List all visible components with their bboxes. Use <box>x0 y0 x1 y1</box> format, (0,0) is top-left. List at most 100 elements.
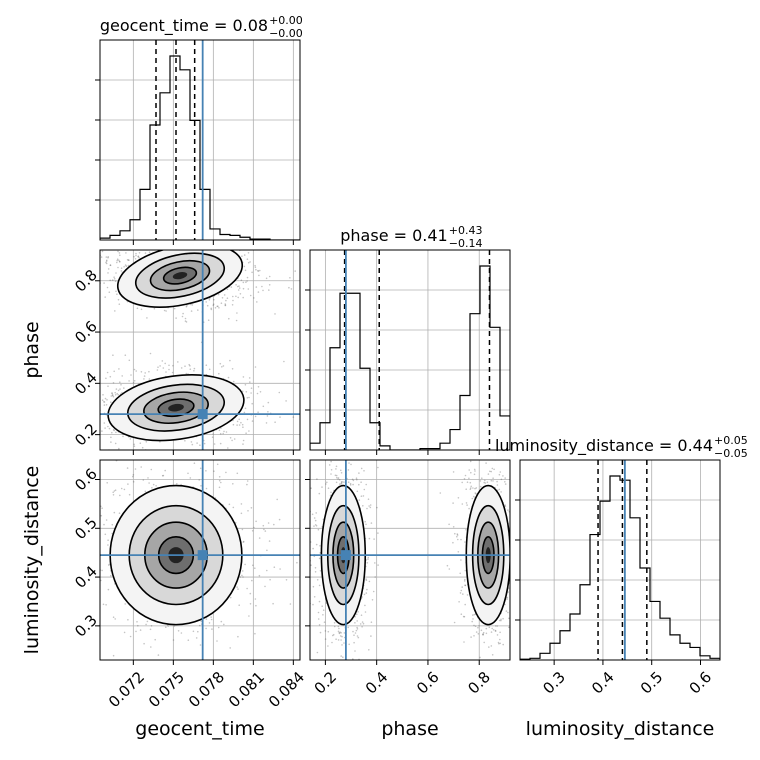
scatter-point <box>367 673 369 675</box>
scatter-point <box>273 523 275 526</box>
scatter-point <box>243 411 246 414</box>
hist-panel-luminosity_distance-plot-area <box>520 460 720 660</box>
scatter-point <box>365 483 367 486</box>
scatter-point <box>471 448 473 450</box>
scatter-point <box>359 623 362 625</box>
scatter-point <box>310 487 312 489</box>
scatter-point <box>205 364 208 366</box>
scatter-point <box>360 481 362 483</box>
scatter-point <box>273 566 276 568</box>
scatter-point <box>219 442 222 445</box>
scatter-point <box>372 590 375 593</box>
scatter-point <box>345 662 347 664</box>
scatter-point <box>356 626 358 629</box>
scatter-point <box>96 415 98 417</box>
scatter-point <box>218 307 220 309</box>
scatter-point <box>127 619 129 621</box>
scatter-point <box>365 592 368 594</box>
scatter-point <box>119 494 121 497</box>
scatter-point <box>155 485 157 487</box>
scatter-point <box>229 359 231 362</box>
scatter-point <box>499 638 501 641</box>
scatter-point <box>144 372 146 374</box>
scatter-point <box>475 487 478 489</box>
scatter-point <box>465 502 468 504</box>
scatter-point <box>104 427 106 429</box>
scatter-point <box>222 432 224 435</box>
scatter-point <box>226 297 229 299</box>
scatter-point <box>122 435 124 438</box>
scatter-point <box>105 404 108 406</box>
scatter-point <box>98 427 100 429</box>
scatter-point <box>98 396 100 398</box>
scatter-point <box>511 467 513 469</box>
scatter-point <box>192 630 195 633</box>
scatter-point <box>118 447 120 450</box>
scatter-point <box>126 259 129 261</box>
x-tick-label: 0.8 <box>464 668 494 698</box>
scatter-point <box>105 260 108 262</box>
scatter-point <box>356 490 359 493</box>
scatter-point <box>197 630 199 633</box>
scatter-point <box>340 469 342 472</box>
scatter-point <box>512 517 514 519</box>
scatter-point <box>268 284 271 286</box>
scatter-point <box>473 635 475 637</box>
scatter-point <box>206 304 209 307</box>
scatter-point <box>315 525 318 527</box>
scatter-point <box>258 274 260 277</box>
panel-title-phase: phase = 0.41 +0.43−0.14 <box>340 224 482 250</box>
scatter-point <box>500 491 502 493</box>
scatter-point <box>481 477 483 479</box>
scatter-point <box>506 598 508 600</box>
scatter-point <box>224 303 226 305</box>
scatter-point <box>247 510 249 512</box>
scatter-point <box>120 384 122 386</box>
scatter-point <box>89 405 91 407</box>
scatter-point <box>232 483 234 485</box>
scatter-point <box>155 461 157 463</box>
scatter-point <box>317 618 320 620</box>
scatter-point <box>190 303 192 306</box>
scatter-point <box>494 630 497 632</box>
scatter-point <box>148 245 150 247</box>
scatter-point <box>339 635 342 637</box>
scatter-point <box>337 630 340 633</box>
scatter-point <box>352 418 354 420</box>
scatter-point <box>269 578 271 581</box>
scatter-point <box>26 262 28 264</box>
scatter-point <box>350 463 352 466</box>
scatter-point <box>114 618 116 620</box>
scatter-point <box>103 404 106 406</box>
scatter-point <box>348 643 350 646</box>
scatter-point <box>246 258 249 260</box>
scatter-point <box>139 442 142 444</box>
scatter-point <box>173 245 175 247</box>
y-tick-label: 0.3 <box>71 611 101 641</box>
scatter-point <box>488 457 490 459</box>
scatter-point <box>137 624 139 627</box>
scatter-point <box>199 644 202 646</box>
title-text: geocent_time = 0.08 <box>100 16 268 36</box>
y-tick-label: 0.4 <box>71 562 101 592</box>
scatter-point <box>46 400 48 402</box>
scatter-point <box>356 613 358 616</box>
scatter-point <box>215 245 217 247</box>
scatter-point <box>477 633 480 635</box>
scatter-point <box>219 247 221 249</box>
scatter-point <box>228 317 230 320</box>
scatter-point <box>263 231 265 233</box>
scatter-point <box>366 588 368 591</box>
scatter-point <box>296 561 298 564</box>
scatter-point <box>213 248 215 250</box>
scatter-point <box>172 639 175 641</box>
scatter-point <box>104 397 107 400</box>
scatter-point <box>105 604 107 606</box>
scatter-point <box>112 494 115 496</box>
pair-panel-phase_vs_geocent_time-plot-area <box>26 231 300 463</box>
scatter-point <box>256 301 258 303</box>
scatter-point <box>242 541 245 543</box>
scatter-point <box>327 630 330 633</box>
scatter-point <box>94 293 96 295</box>
scatter-point <box>118 260 121 263</box>
